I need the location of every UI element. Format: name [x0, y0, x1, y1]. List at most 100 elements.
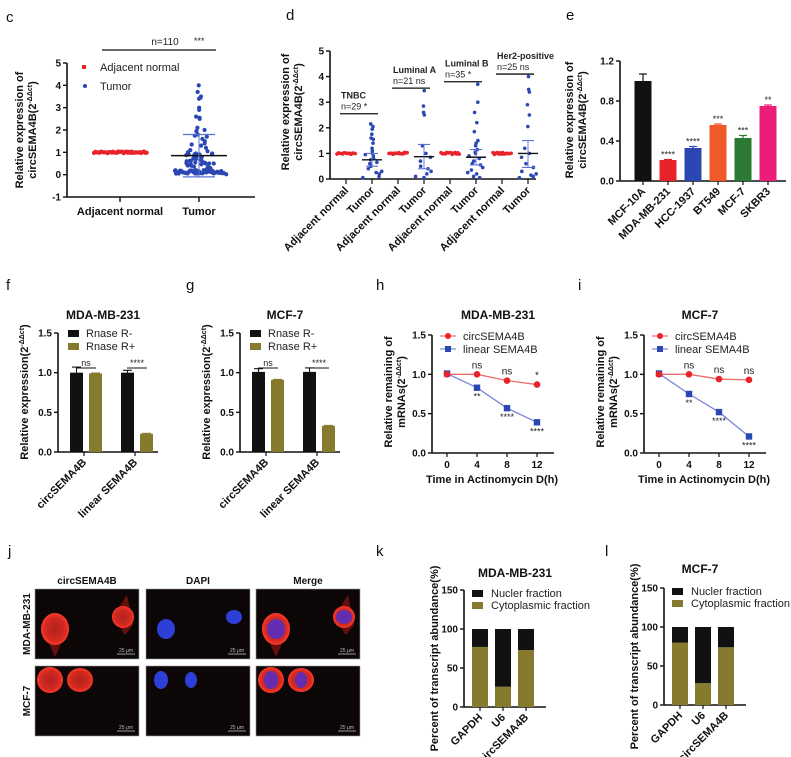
- f-y-tick-label: 0.5: [38, 408, 52, 419]
- j-scale-bar-label: 25 μm: [119, 725, 133, 731]
- microscopy-panel-j: circSEMA4B DAPI Merge MDA-MB-231 MCF-7 25 μm 2…: [22, 576, 361, 737]
- e-sig-label: ****: [686, 137, 701, 147]
- d-point-tumor: [377, 174, 381, 179]
- e-bar: [709, 125, 727, 181]
- d-point-tumor: [520, 169, 524, 174]
- l-bar-cytoplasmic: [672, 642, 688, 705]
- j-cell-red: [67, 668, 93, 692]
- d-point-tumor: [370, 149, 375, 153]
- k-title: MDA-MB-231: [478, 566, 552, 580]
- i-point-linear: [685, 390, 693, 398]
- g-x-tick-label: circSEMA4B: [216, 457, 271, 512]
- e-bar: [659, 160, 677, 181]
- d-point-tumor: [370, 132, 374, 136]
- d-point-tumor: [525, 102, 530, 107]
- l-legend-label-cyto: Cytoplasmic fraction: [691, 598, 790, 610]
- i-x-tick-label: 12: [743, 460, 755, 471]
- h-x-label: Time in Actinomycin D(h): [426, 474, 558, 486]
- h-point-circ: [503, 377, 511, 384]
- c-point-tumor: [185, 163, 190, 168]
- h-y-label: Relative remaining of mRNAs(2-ΔΔct): [383, 336, 408, 448]
- e-sig-label: **: [764, 95, 772, 105]
- g-y-label-text: Relative expression(2-ΔΔct): [201, 324, 213, 460]
- c-y-tick-label: 4: [55, 81, 61, 92]
- c-legend-label-tumor: Tumor: [100, 81, 132, 93]
- k-bar-nuclear: [495, 629, 511, 687]
- h-line-circ: [447, 373, 538, 386]
- j-nucleus: [267, 619, 285, 639]
- i-title: MCF-7: [682, 308, 719, 322]
- d-point-tumor: [477, 175, 482, 180]
- c-point-tumor: [207, 161, 212, 166]
- c-x-tick-label: Tumor: [182, 206, 216, 218]
- i-x-label: Time in Actinomycin D(h): [638, 474, 770, 486]
- c-y-tick-label: 0: [55, 170, 61, 181]
- c-point-tumor: [196, 96, 202, 101]
- c-x-tick-label: Adjacent normal: [77, 206, 163, 218]
- j-scale-bar-label: 25 μm: [230, 648, 244, 654]
- d-point-tumor: [418, 164, 423, 168]
- d-group-n: n=21 ns: [393, 76, 426, 86]
- d-point-tumor: [527, 90, 532, 94]
- k-y-tick-label: 100: [441, 625, 458, 636]
- i-y-tick-label: 1.5: [624, 331, 638, 342]
- f-title: MDA-MB-231: [66, 308, 140, 322]
- panel-label-d: d: [286, 7, 294, 24]
- i-legend-marker-circ: [657, 333, 663, 339]
- i-point-circ: [745, 376, 753, 384]
- g-legend-label-rnase-minus: Rnase R-: [268, 328, 315, 340]
- l-y-tick-label: 0: [652, 701, 658, 712]
- h-legend-marker-lin: [445, 346, 451, 352]
- c-point-tumor: [198, 143, 204, 148]
- e-sig-label: ***: [713, 114, 724, 124]
- j-row-header: MDA-MB-231: [22, 593, 33, 655]
- d-point-tumor: [474, 120, 479, 125]
- e-y-tick-label: 0.0: [600, 177, 614, 188]
- g-title: MCF-7: [267, 308, 304, 322]
- g-y-tick-label: 0.0: [220, 448, 234, 459]
- d-y-label-line1: Relative expression of: [280, 53, 292, 170]
- j-scale-bar-label: 25 μm: [230, 725, 244, 731]
- panel-label-l: l: [605, 543, 608, 560]
- f-y-tick-label: 1.5: [38, 329, 52, 340]
- i-point-circ: [655, 371, 663, 378]
- c-point-tumor: [202, 141, 207, 146]
- c-point-tumor: [205, 149, 210, 154]
- d-point-tumor: [469, 168, 474, 172]
- d-point-tumor: [375, 160, 379, 165]
- c-legend-swatch-normal: [82, 65, 86, 69]
- g-legend-label-rnase-plus: Rnase R+: [268, 341, 317, 353]
- d-point-tumor: [480, 165, 485, 170]
- c-n-label: n=110: [151, 37, 179, 48]
- k-y-tick-label: 0: [452, 703, 458, 714]
- f-x-tick-label: circSEMA4B: [34, 457, 89, 512]
- h-y-tick-label: 0.0: [412, 449, 426, 460]
- d-y-tick-label: 5: [318, 47, 324, 58]
- h-x-tick-label: 0: [444, 460, 450, 471]
- j-nucleus: [154, 671, 168, 689]
- h-line-linear: [446, 372, 538, 423]
- d-point-tumor: [526, 74, 531, 79]
- chart-e: 0.0 0.4 0.8 1.2 Relative expression of circSE…: [564, 57, 786, 242]
- l-legend-swatch-cyto: [672, 600, 683, 607]
- i-sig-linear: ****: [742, 440, 757, 450]
- g-y-tick-label: 1.0: [220, 368, 234, 379]
- e-y-label-line2: circSEMA4B(2-ΔΔct): [577, 71, 589, 169]
- chart-k: 0 50 100 150 MDA-MB-231 Percent of transcript…: [429, 565, 590, 757]
- d-point-tumor: [422, 113, 427, 117]
- h-y-tick-label: 0.5: [412, 409, 426, 420]
- k-legend-label-nuclear: Nucler fraction: [491, 588, 562, 600]
- i-point-circ: [715, 375, 723, 383]
- d-point-normal: [353, 151, 358, 156]
- d-point-tumor: [413, 174, 418, 179]
- panel-label-j: j: [7, 543, 11, 560]
- e-bar: [734, 138, 752, 181]
- e-y-tick-label: 1.2: [600, 57, 614, 68]
- c-point-tumor: [197, 107, 202, 112]
- f-bar: [89, 373, 102, 452]
- i-legend-label-circ: circSEMA4B: [675, 331, 737, 343]
- f-sig-label: ns: [81, 358, 91, 368]
- k-bar-cytoplasmic: [518, 650, 534, 707]
- l-y-tick-label: 100: [641, 623, 658, 634]
- i-legend-marker-lin: [657, 346, 663, 352]
